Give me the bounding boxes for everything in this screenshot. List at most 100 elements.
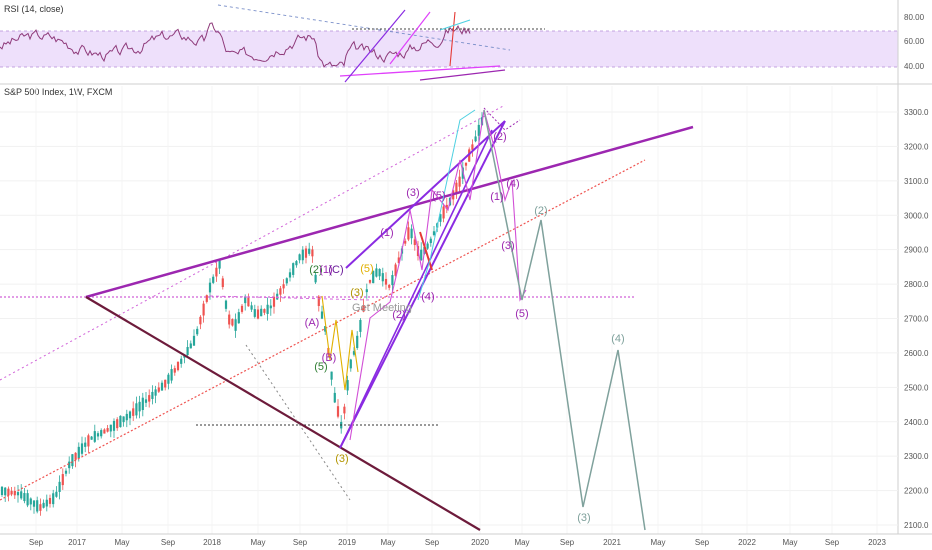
candle-body: [4, 487, 7, 496]
candle-body: [39, 504, 42, 511]
trendline-drawings: [0, 104, 694, 531]
annotation-text: Get Meeting: [352, 302, 412, 314]
candle-body: [125, 413, 128, 421]
channel-line: [209, 295, 371, 301]
x-tick-label: May: [114, 538, 129, 547]
grid: [0, 86, 898, 534]
y-tick-label: 3000.0: [904, 211, 929, 220]
candle-body: [42, 502, 45, 508]
candle-body: [368, 279, 372, 283]
candle-body: [439, 214, 442, 222]
candle-body: [240, 305, 244, 312]
x-tick-label: May: [650, 538, 665, 547]
candle-body: [279, 288, 282, 295]
candle-body: [474, 136, 477, 142]
wave-label: (4): [506, 178, 519, 190]
candle-body: [32, 500, 36, 507]
candle-body: [464, 162, 468, 166]
candle-body: [346, 380, 349, 391]
x-tick-label: 2021: [603, 538, 621, 547]
candle-body: [36, 500, 39, 512]
channel-line: [0, 104, 506, 381]
wave-path: [349, 109, 527, 441]
candle-body: [282, 284, 285, 289]
candle-body: [234, 319, 237, 331]
candle-body: [170, 369, 173, 381]
rsi-pane: RSI (14, close): [0, 0, 898, 84]
rsi-tick-80: 80.00: [904, 13, 925, 22]
candle-body: [148, 395, 151, 402]
y-tick-label: 2300.0: [904, 452, 929, 461]
y-tick-label: 2200.0: [904, 487, 929, 496]
candle-body: [100, 430, 103, 437]
wave-path: [321, 295, 359, 391]
candle-body: [167, 374, 170, 384]
candle-body: [365, 289, 368, 293]
candle-body: [186, 346, 189, 356]
wave-label: (A): [305, 317, 320, 329]
y-tick-label: 2400.0: [904, 418, 929, 427]
candle-body: [285, 278, 288, 284]
candle-body: [52, 493, 55, 505]
y-tick-label: 3200.0: [904, 142, 929, 151]
candle-body: [13, 490, 16, 496]
candle-body: [77, 446, 80, 459]
candle-body: [224, 300, 228, 309]
rsi-trendline: [419, 69, 506, 81]
wave-label: (1): [380, 227, 393, 239]
channel-line: [245, 344, 351, 501]
candle-body: [272, 296, 276, 307]
candle-body: [80, 443, 84, 454]
wave-label: (3): [406, 187, 419, 199]
candle-body: [135, 403, 138, 416]
rsi-trendline: [439, 19, 471, 31]
x-tick-label: May: [782, 538, 797, 547]
x-tick-label: May: [514, 538, 529, 547]
candle-body: [317, 296, 320, 307]
candle-body: [58, 481, 61, 492]
candle-body: [356, 335, 359, 348]
candle-body: [381, 273, 384, 282]
x-tick-label: May: [250, 538, 265, 547]
candle-body: [29, 498, 32, 505]
candle-body: [0, 486, 4, 496]
candle-body: [103, 429, 106, 434]
candle-body: [10, 490, 13, 495]
candle-body: [122, 416, 125, 423]
candle-body: [269, 305, 272, 309]
candle-body: [74, 452, 77, 460]
x-tick-label: 2023: [868, 538, 886, 547]
y-tick-label: 2100.0: [904, 521, 929, 530]
rsi-trendline: [339, 65, 501, 77]
candle-body: [362, 305, 365, 312]
candle-body: [160, 382, 164, 391]
wave-path: [483, 107, 521, 131]
candle-body: [352, 351, 356, 355]
candle-body: [394, 264, 397, 276]
candle-body: [202, 303, 205, 316]
candle-body: [138, 401, 141, 412]
wave-label: (5): [360, 263, 373, 275]
candle-body: [141, 397, 144, 410]
x-tick-label: 2019: [338, 538, 356, 547]
candle-body: [324, 326, 327, 332]
wave-label: (2): [534, 205, 547, 217]
candle-body: [64, 470, 68, 474]
candle-body: [330, 371, 333, 380]
rsi-band: [0, 31, 898, 67]
projection-path: [483, 109, 646, 531]
candle-body: [84, 442, 87, 447]
candle-body: [164, 379, 167, 388]
candle-body: [228, 314, 231, 325]
candle-body: [132, 408, 135, 416]
candle-body: [48, 497, 52, 504]
resistance-line: [85, 125, 694, 299]
candle-body: [458, 176, 461, 187]
candle-body: [298, 254, 301, 261]
candle-body: [45, 499, 48, 507]
candle-body: [199, 316, 202, 325]
candle-body: [359, 319, 362, 332]
candle-body: [308, 248, 311, 254]
candle-body: [196, 328, 199, 335]
